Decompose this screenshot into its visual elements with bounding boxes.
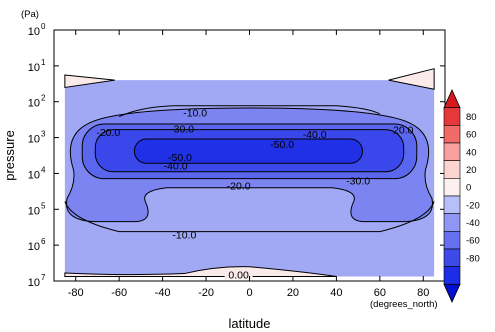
- colorbar-swatch: [443, 160, 461, 179]
- colorbar-swatch: [443, 266, 461, 285]
- y-tick-label-exponent: 3: [41, 130, 46, 139]
- contour-label: -30.0: [346, 176, 370, 188]
- colorbar-swatch: [443, 213, 461, 232]
- contour-label: 0.00: [228, 269, 249, 281]
- colorbar-tick-label: 80: [466, 112, 477, 123]
- y-tick-label: 10: [28, 62, 40, 74]
- colorbar-swatch: [443, 178, 461, 197]
- y-tick-label-exponent: 6: [41, 237, 46, 246]
- x-axis-units: (degrees_north): [370, 299, 438, 310]
- x-tick-label: -60: [111, 287, 127, 299]
- x-tick-label: 40: [330, 287, 342, 299]
- contour-label: -10.0: [172, 229, 196, 241]
- colorbar-swatch: [443, 107, 461, 126]
- colorbar-swatch: [443, 125, 461, 144]
- colorbar-swatch: [443, 195, 461, 214]
- contour-label: -20.0: [227, 181, 251, 193]
- y-tick-label: 10: [28, 205, 40, 217]
- y-tick-label: 10: [28, 169, 40, 181]
- contour-label: -20.0: [96, 127, 120, 139]
- colorbar-tick-label: -20: [466, 200, 480, 211]
- contour-region-positive-right: [388, 68, 435, 90]
- contour-line-minus10-lower: [64, 201, 435, 233]
- y-tick-label-exponent: 1: [41, 58, 46, 67]
- y-tick-label: 10: [28, 98, 40, 110]
- y-axis-units: (Pa): [21, 9, 39, 20]
- colorbar-tick-label: -40: [466, 218, 480, 229]
- colorbar-tick-label: 40: [466, 147, 477, 158]
- colorbar-swatch: [443, 248, 461, 267]
- y-tick-label: 10: [28, 277, 40, 289]
- contour-line-layer: [64, 105, 435, 233]
- y-tick-label: 10: [28, 134, 40, 146]
- colorbar-tick-label: 0: [466, 183, 471, 194]
- contour-label: -50.0: [168, 152, 192, 164]
- colorbar-bottom-arrow: [443, 283, 461, 303]
- colorbar-swatch: [443, 231, 461, 250]
- contour-line-minus10-upper: [118, 105, 381, 118]
- x-tick-label: -40: [155, 287, 171, 299]
- contour-label-bg: [224, 268, 253, 280]
- x-tick-label: -80: [68, 287, 84, 299]
- x-tick-label: 20: [287, 287, 299, 299]
- colorbar-tick-label: 20: [466, 165, 477, 176]
- contour-label: -20.0: [390, 125, 414, 137]
- y-axis-label: pressure: [2, 130, 17, 181]
- contour-label: -50.0: [270, 139, 294, 151]
- y-tick-label: 10: [28, 26, 40, 38]
- colorbar-swatch: [443, 142, 461, 161]
- colorbar: 80 60 40 20 0 -20 -40 -60 -80: [443, 89, 480, 303]
- colorbar-tick-label: -60: [466, 236, 480, 247]
- x-axis: -80 -60 -40 -20 0 20 40 60 80: [68, 30, 429, 299]
- x-axis-label: latitude: [229, 316, 271, 331]
- x-tick-label: 0: [246, 287, 252, 299]
- contour-label: -40.0: [164, 160, 188, 172]
- x-tick-label: 60: [374, 287, 386, 299]
- contour-region-positive-left: [64, 74, 115, 89]
- y-tick-label-exponent: 0: [41, 22, 46, 31]
- y-tick-label-exponent: 7: [41, 273, 46, 282]
- y-tick-label-exponent: 4: [41, 165, 46, 174]
- contour-label: -30.0: [170, 123, 194, 135]
- x-tick-label: 80: [417, 287, 429, 299]
- y-tick-label: 10: [28, 241, 40, 253]
- colorbar-tick-label: -80: [466, 253, 480, 264]
- y-tick-label-exponent: 2: [41, 94, 46, 103]
- contour-region-minus50: [133, 138, 363, 164]
- contour-region-positive-bottom: [64, 266, 337, 278]
- contour-label: -40.0: [303, 129, 327, 141]
- x-tick-label: -20: [198, 287, 214, 299]
- y-tick-label-exponent: 5: [41, 201, 46, 210]
- colorbar-top-arrow: [443, 89, 461, 109]
- contour-label-layer: -10.0-20.0 -30.0 -40.0 -20.0-50.0-50.0-40.0…: [96, 108, 413, 282]
- contour-label: -10.0: [183, 108, 207, 120]
- colorbar-tick-label: 60: [466, 130, 477, 141]
- contour-fill-layer: [64, 68, 435, 278]
